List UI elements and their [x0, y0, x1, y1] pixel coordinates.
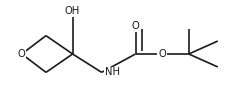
Text: O: O	[18, 49, 26, 59]
Text: NH: NH	[105, 67, 120, 77]
Text: OH: OH	[65, 6, 80, 16]
Text: O: O	[132, 21, 139, 31]
Text: O: O	[158, 49, 166, 59]
